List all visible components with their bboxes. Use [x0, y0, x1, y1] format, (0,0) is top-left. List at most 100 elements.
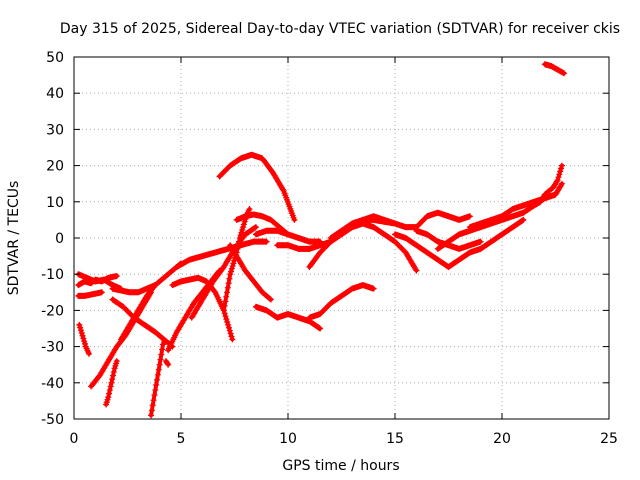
x-tick-label: 0 — [70, 431, 79, 447]
series-arc-26 — [359, 209, 473, 231]
data-point-marker — [317, 325, 324, 332]
series-arc-5 — [76, 321, 92, 357]
data-point-marker — [110, 368, 117, 375]
y-tick-label: -10 — [41, 267, 64, 283]
data-point-marker — [164, 360, 171, 367]
data-point-marker — [239, 226, 246, 233]
data-point-marker — [221, 302, 228, 309]
data-point-marker — [151, 392, 158, 399]
data-point-marker — [558, 162, 565, 169]
data-point-marker — [555, 174, 562, 181]
data-point-marker — [98, 289, 105, 296]
data-point-marker — [558, 180, 565, 187]
data-point-marker — [230, 260, 237, 267]
x-tick-label: 5 — [177, 431, 186, 447]
data-point-marker — [225, 324, 232, 331]
data-point-marker — [160, 336, 167, 343]
series-arc-21 — [252, 227, 324, 245]
grid-layer — [74, 57, 609, 419]
data-point-marker — [237, 232, 244, 239]
data-point-marker — [236, 235, 243, 241]
data-point-marker — [412, 266, 419, 273]
series-arc-16 — [216, 151, 298, 223]
data-point-marker — [81, 340, 88, 347]
x-tick-label: 15 — [386, 431, 404, 447]
y-tick-label: 0 — [55, 231, 64, 247]
data-point-marker — [109, 376, 116, 383]
data-point-marker — [105, 394, 112, 401]
data-point-marker — [148, 412, 155, 419]
y-tick-label: -50 — [41, 412, 64, 428]
y-tick-label: 30 — [46, 122, 64, 138]
series-arc-18 — [227, 242, 274, 303]
data-point-marker — [240, 221, 247, 228]
data-point-marker — [267, 295, 274, 302]
data-point-marker — [413, 267, 420, 274]
x-tick-label: 10 — [279, 431, 297, 447]
data-point-marker — [77, 324, 84, 331]
data-point-marker — [222, 313, 229, 320]
series-arc-3 — [75, 289, 105, 299]
data-point-marker — [148, 407, 155, 414]
data-point-marker — [154, 371, 161, 378]
data-point-marker — [557, 168, 564, 175]
data-point-marker — [252, 224, 259, 231]
data-point-marker — [220, 307, 227, 314]
data-point-marker — [561, 70, 568, 77]
data-point-marker — [477, 238, 484, 245]
series-arc-27 — [392, 216, 527, 270]
data-point-marker — [149, 402, 156, 409]
data-point-marker — [370, 285, 377, 292]
data-point-marker — [158, 351, 165, 358]
data-point-marker — [224, 318, 231, 325]
data-point-marker — [110, 372, 117, 379]
data-point-marker — [227, 330, 234, 337]
series-arc-7 — [103, 358, 120, 408]
y-tick-label: 50 — [46, 50, 64, 66]
data-point-marker — [267, 296, 274, 303]
data-point-marker — [85, 350, 92, 357]
data-point-marker — [226, 275, 233, 282]
data-point-marker — [228, 333, 235, 340]
data-point-marker — [107, 383, 114, 390]
data-point-marker — [226, 327, 233, 334]
data-point-marker — [77, 327, 84, 334]
data-point-marker — [234, 245, 241, 252]
data-point-marker — [263, 238, 270, 245]
data-point-marker — [156, 361, 163, 368]
data-point-marker — [236, 238, 243, 245]
data-point-marker — [554, 177, 561, 184]
series-arc-9 — [118, 260, 184, 343]
data-point-marker — [235, 242, 242, 249]
chart-title: Day 315 of 2025, Sidereal Day-to-day VTE… — [60, 21, 620, 37]
axis-ticks: 0 5 10 15 20 25 -50 -40 -30 -20 -10 0 10 20 30 40 50 — [41, 50, 618, 447]
data-point-marker — [229, 263, 236, 270]
data-point-marker — [558, 165, 565, 172]
data-point-marker — [76, 321, 83, 328]
y-tick-label: 20 — [46, 159, 64, 175]
data-point-marker — [228, 268, 235, 275]
data-point-marker — [160, 341, 167, 348]
data-point-marker — [223, 293, 230, 300]
data-point-marker — [229, 336, 236, 343]
data-point-marker — [157, 356, 164, 363]
data-point-marker — [153, 381, 160, 388]
series-arc-28 — [413, 227, 484, 252]
y-axis-label: SDTVAR / TECUs — [6, 181, 22, 296]
data-point-marker — [159, 346, 166, 353]
data-point-marker — [279, 186, 286, 193]
data-point-marker — [152, 387, 159, 394]
series-arc-24 — [306, 220, 420, 274]
data-point-marker — [291, 216, 298, 223]
data-point-marker — [79, 332, 86, 339]
data-point-marker — [222, 298, 229, 305]
data-point-marker — [466, 213, 473, 220]
data-point-marker — [165, 361, 172, 368]
data-point-marker — [225, 280, 232, 287]
data-point-marker — [556, 171, 563, 178]
data-point-marker — [223, 316, 230, 323]
data-point-marker — [228, 265, 235, 272]
data-point-marker — [227, 271, 234, 278]
data-point-marker — [246, 206, 253, 213]
